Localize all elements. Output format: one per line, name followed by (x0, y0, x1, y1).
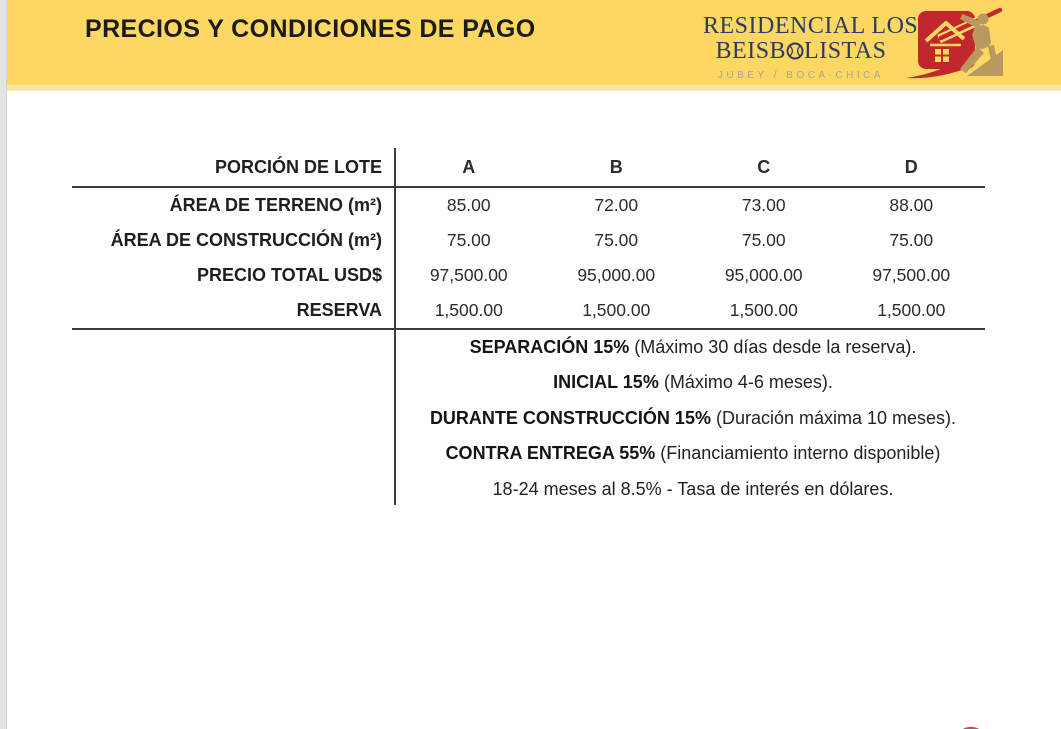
payment-conditions: SEPARACIÓN 15% (Máximo 30 días desde la … (400, 330, 986, 507)
condition-line-financing-terms: 18-24 meses al 8.5% - Tasa de interés en… (400, 472, 986, 507)
table-row-reserva: RESERVA 1,500.00 1,500.00 1,500.00 1,500… (72, 293, 985, 328)
cell-value: 1,500.00 (877, 300, 946, 320)
baseball-icon (786, 41, 804, 66)
column-header-c: C (757, 156, 771, 177)
cell-value: 75.00 (741, 230, 786, 250)
logo-name-line2-suffix: LISTAS (804, 38, 887, 64)
row-label: PRECIO TOTAL USD$ (196, 265, 382, 285)
cell-value: 95,000.00 (577, 265, 656, 285)
condition-normal: (Financiamiento interno disponible) (655, 443, 941, 464)
header-banner-fade (7, 85, 1061, 91)
condition-bold: DURANTE CONSTRUCCIÓN 15% (429, 407, 711, 428)
condition-line-contra-entrega: CONTRA ENTREGA 55% (Financiamiento inter… (400, 436, 986, 471)
condition-line-durante-construccion: DURANTE CONSTRUCCIÓN 15% (Duración máxim… (400, 401, 986, 436)
cell-value: 97,500.00 (429, 265, 508, 285)
row-label: ÁREA DE TERRENO (m²) (169, 195, 382, 215)
logo-subtitle: JUBEY / BOCA-CHICA (717, 70, 885, 81)
cell-value: 1,500.00 (729, 300, 798, 320)
logo-name-line1: RESIDENCIAL LOS (703, 13, 919, 39)
cell-value: 85.00 (446, 195, 491, 215)
company-logo: RESIDENCIAL LOS BEISB LISTAS JUBEY / BOCA… (703, 5, 1005, 88)
condition-bold: CONTRA ENTREGA 55% (445, 443, 656, 464)
cell-value: 1,500.00 (582, 300, 651, 320)
cell-value: 72.00 (594, 195, 639, 215)
row-label: ÁREA DE CONSTRUCCIÓN (m²) (110, 230, 382, 250)
cell-value: 88.00 (889, 195, 934, 215)
price-table: PORCIÓN DE LOTE A B C D ÁREA DE TERRENO … (72, 148, 985, 330)
logo-name-line2-prefix: BEISB (715, 38, 787, 64)
row-label: RESERVA (296, 300, 382, 320)
cell-value: 73.00 (741, 195, 786, 215)
condition-bold: SEPARACIÓN 15% (469, 337, 630, 357)
table-row-area-construccion: ÁREA DE CONSTRUCCIÓN (m²) 75.00 75.00 75… (72, 223, 985, 258)
condition-bold: INICIAL 15% (553, 372, 659, 393)
condition-normal: (Máximo 30 días desde la reserva). (629, 337, 917, 357)
table-row-area-terreno: ÁREA DE TERRENO (m²) 85.00 72.00 73.00 8… (72, 188, 985, 223)
cell-value: 75.00 (446, 230, 491, 250)
condition-normal: (Máximo 4-6 meses). (658, 372, 833, 393)
column-header-porcion-de-lote: PORCIÓN DE LOTE (214, 156, 382, 177)
condition-normal: 18-24 meses al 8.5% - Tasa de interés en… (492, 478, 894, 499)
table-row-precio-total: PRECIO TOTAL USD$ 97,500.00 95,000.00 95… (72, 258, 985, 293)
column-header-a: A (462, 156, 476, 177)
cell-value: 97,500.00 (872, 265, 951, 285)
cell-value: 75.00 (594, 230, 639, 250)
cell-value: 75.00 (889, 230, 934, 250)
logo-text: RESIDENCIAL LOS BEISB LISTAS JUBEY / BOCA… (703, 6, 919, 88)
condition-line-separacion: SEPARACIÓN 15% (Máximo 30 días desde la … (400, 330, 986, 365)
condition-line-inicial: INICIAL 15% (Máximo 4-6 meses). (400, 365, 986, 400)
cell-value: 95,000.00 (724, 265, 803, 285)
condition-normal: (Duración máxima 10 meses). (710, 407, 957, 428)
logo-name-line2: BEISB LISTAS (703, 39, 899, 66)
house-batter-icon (905, 5, 1005, 88)
header-banner (7, 0, 1061, 85)
page-edge-strip (0, 0, 7, 729)
column-header-b: B (609, 156, 623, 177)
column-header-d: D (904, 156, 918, 177)
page-title: PRECIOS Y CONDICIONES DE PAGO (85, 15, 536, 43)
table-vertical-divider (394, 148, 396, 505)
cell-value: 1,500.00 (434, 300, 503, 320)
table-header-row: PORCIÓN DE LOTE A B C D (72, 148, 985, 186)
cutoff-logo-roof-icon (956, 721, 986, 729)
